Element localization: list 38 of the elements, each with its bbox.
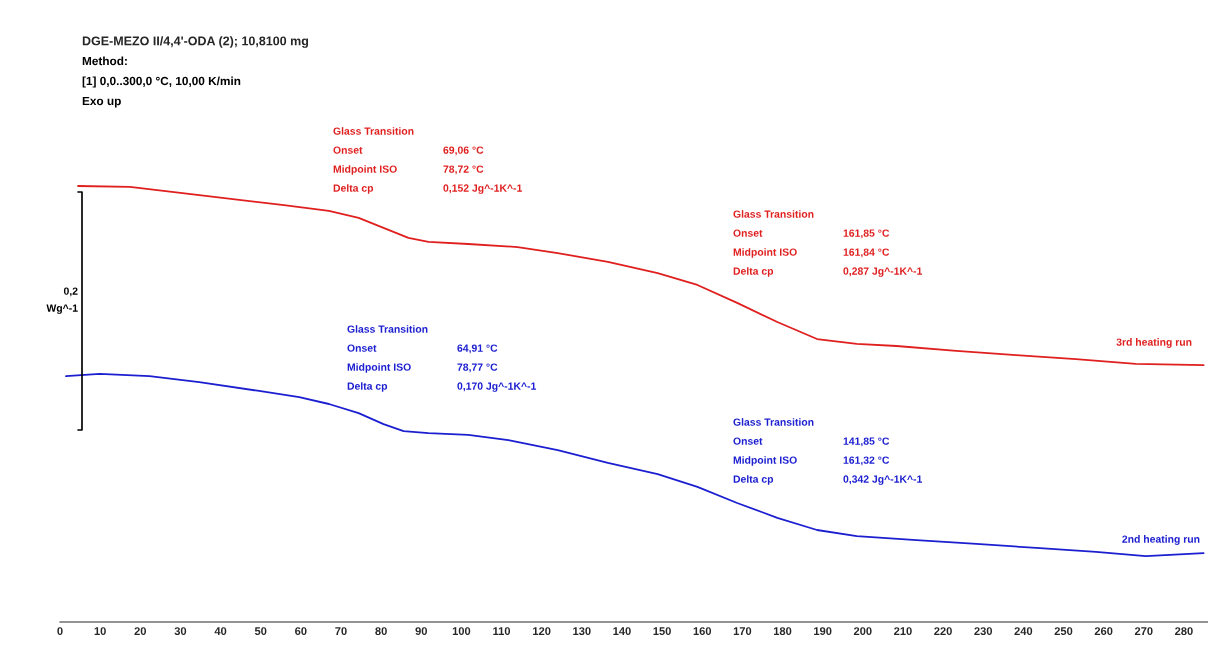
text: Glass Transition Onset 141,85 °C Midpoint ISO 161,32 °C Delta cp 0,342 Jg^-1K^-1 [733,418,923,485]
x-tick-label: 260 [1094,627,1113,636]
x-tick-label: 0 [57,627,63,636]
text: Glass Transition Onset 69,06 °C Midpoint ISO 78,72 °C Delta cp 0,152 Jg^-1K^-1 [333,127,523,194]
x-tick-label: 20 [134,627,146,636]
text: Glass Transition Onset 64,91 °C Midpoint ISO 78,77 °C Delta cp 0,170 Jg^-1K^-1 [347,325,537,392]
x-tick-label: 110 [493,627,511,636]
x-tick-label: 150 [653,627,671,636]
x-tick-label: 160 [693,627,712,636]
x-tick-label: 250 [1054,627,1073,636]
x-tick-label: 190 [814,627,832,636]
x-tick-label: 280 [1175,627,1193,636]
x-tick-label: 200 [853,627,872,636]
x-tick-label: 240 [1014,627,1033,636]
x-tick-label: 10 [94,627,106,636]
x-tick-label: 60 [295,627,307,636]
x-tick-label: 130 [573,627,591,636]
x-tick-label: 50 [254,627,267,636]
series-label: 3rd heating run [1116,338,1192,348]
x-tick-label: 70 [335,627,347,636]
x-tick-label: 90 [415,627,427,636]
x-tick-label: 120 [533,627,551,636]
text: Method: [1] 0,0..300,0 °C, 10,00 K/min Exo up [82,56,241,108]
annotation: 0,2 Wg^-1 [46,287,78,314]
x-tick-label: 40 [214,627,227,636]
x-tick-label: 100 [452,627,471,636]
series-label: 2nd heating run [1122,535,1200,545]
x-tick-label: 140 [613,627,631,636]
x-tick-label: 180 [773,627,792,636]
x-tick-label: 30 [174,627,187,636]
text: Glass Transition Onset 161,85 °C Midpoint ISO 161,84 °C Delta cp 0,287 Jg^-1K^-1 [733,210,923,277]
x-tick-label: 230 [974,627,993,636]
x-tick-label: 270 [1134,627,1153,636]
chart-title: DGE-MEZO II/4,4'-ODA (2); 10,8100 mg [82,36,309,48]
x-tick-label: 220 [934,627,952,636]
x-tick-label: 80 [375,627,387,636]
x-tick-label: 170 [733,627,752,636]
x-tick-label: 210 [894,627,912,636]
